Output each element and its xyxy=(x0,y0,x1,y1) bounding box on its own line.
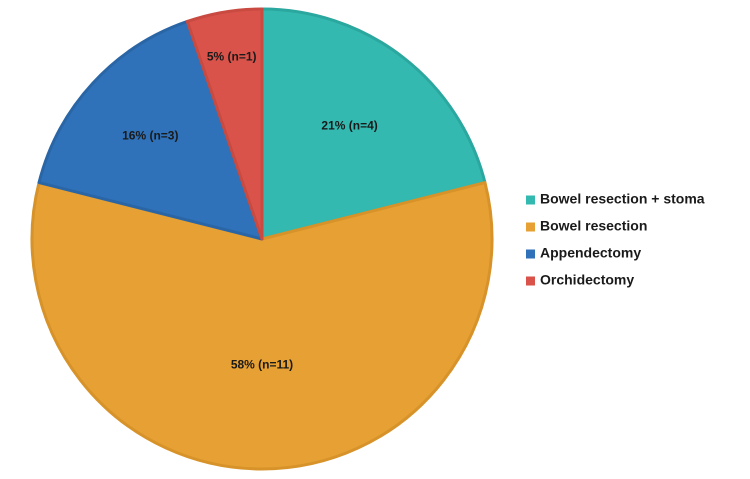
legend-swatch-bowel-resection-stoma xyxy=(526,195,535,205)
pie-slice-appendectomy xyxy=(37,19,264,241)
legend-swatch-bowel-resection xyxy=(526,222,535,232)
slice-label-appendectomy: 16% (n=3) xyxy=(122,128,178,142)
legend-label-bowel-resection-stoma: Bowel resection + stoma xyxy=(540,191,705,207)
legend: Bowel resection + stoma Bowel resection Ap… xyxy=(526,191,705,288)
pie-slice-bowel-resection-stoma xyxy=(260,7,487,241)
slice-label-bowel-resection-stoma: 21% (n=4) xyxy=(321,119,377,133)
slice-labels: 21% (n=4) 58% (n=11) 16% (n=3) 5% (n=1) xyxy=(122,50,378,372)
legend-label-orchidectomy: Orchidectomy xyxy=(540,272,634,288)
pie-slices xyxy=(30,7,494,471)
slice-label-orchidectomy: 5% (n=1) xyxy=(207,50,257,64)
pie-slice-bowel-resection xyxy=(30,181,494,471)
slice-label-bowel-resection: 58% (n=11) xyxy=(231,358,293,372)
pie-slice-orchidectomy xyxy=(185,7,264,241)
legend-label-bowel-resection: Bowel resection xyxy=(540,218,647,234)
legend-swatch-appendectomy xyxy=(526,249,535,259)
legend-label-appendectomy: Appendectomy xyxy=(540,245,641,261)
legend-swatch-orchidectomy xyxy=(526,276,535,286)
